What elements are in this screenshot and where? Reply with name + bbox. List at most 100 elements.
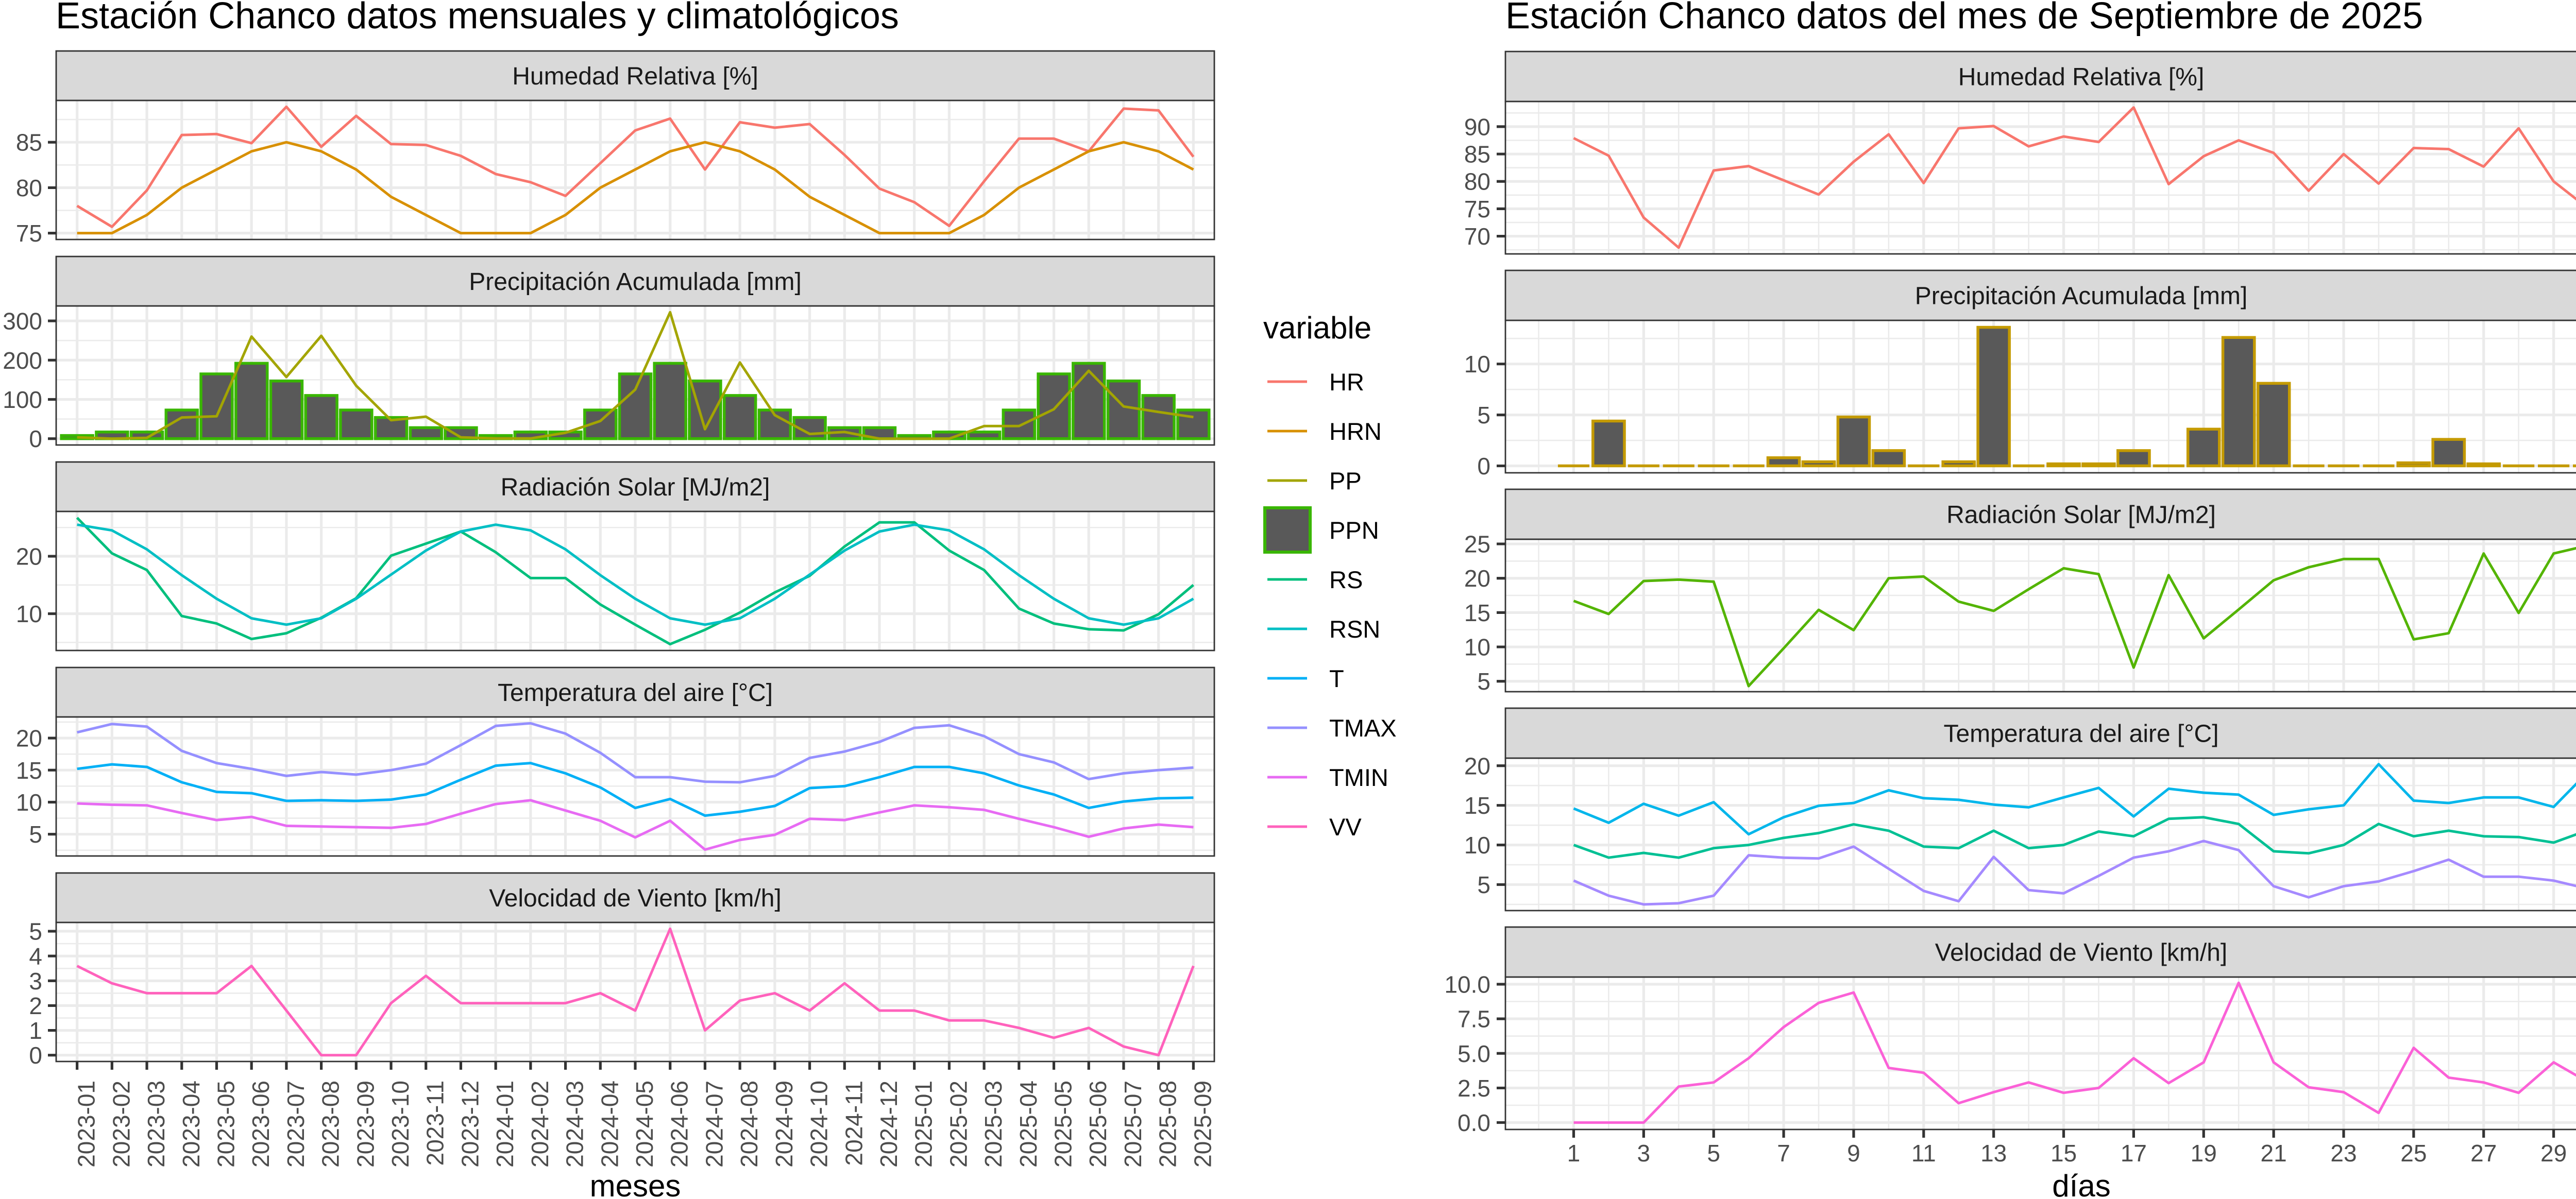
x-tick-label: 2025-04: [1015, 1081, 1042, 1168]
y-tick-label: 200: [3, 347, 42, 374]
bar-ppn: [1106, 379, 1141, 440]
bar-ppn: [1002, 408, 1037, 440]
y-tick-label: 90: [1464, 113, 1490, 140]
panel-background: [1505, 320, 2576, 473]
x-tick-label: 2023-02: [108, 1081, 134, 1168]
y-tick-label: 300: [3, 308, 42, 335]
chart-title: Estación Chanco datos mensuales y climat…: [56, 0, 899, 37]
panel-hr: Humedad Relativa [%] 75 80 85: [16, 50, 1215, 247]
x-tick-label: 23: [2330, 1140, 2357, 1167]
bar-pp: [2081, 462, 2116, 468]
gridlines: [56, 511, 1214, 650]
bar-pp: [2431, 438, 2466, 468]
y-axis: 0.0 2.5 5.0 7.5 10.0: [1444, 971, 1505, 1136]
y-tick-label: 20: [1464, 565, 1490, 592]
bar-pp: [2221, 336, 2256, 468]
x-tick-label: 3: [1637, 1140, 1651, 1167]
legend-title: variable: [1263, 311, 1371, 345]
x-tick-label: 7: [1777, 1140, 1790, 1167]
bar-ppn: [199, 372, 234, 440]
x-axis-title: meses: [590, 1169, 681, 1199]
y-tick-label: 4: [29, 943, 42, 970]
x-tick-label: 2023-06: [247, 1081, 274, 1168]
y-tick-label: 80: [1464, 168, 1490, 195]
bar-ppn: [722, 394, 757, 440]
series-line-tmin: [77, 799, 1194, 851]
y-tick-label: 0.0: [1458, 1109, 1490, 1136]
panel-pp: Precipitación Acumulada [mm] 0 5 10: [1464, 269, 2576, 479]
x-tick-label: 13: [1980, 1140, 2007, 1167]
x-tick-label: 29: [2540, 1140, 2567, 1167]
y-tick-label: 10: [1464, 634, 1490, 661]
bar-ppn: [583, 408, 618, 440]
bar-ppn: [653, 362, 687, 440]
x-tick-label: 19: [2191, 1140, 2217, 1167]
bar-ppn: [304, 394, 338, 440]
x-tick-label: 2023-03: [143, 1081, 170, 1168]
y-tick-label: 0: [1477, 453, 1490, 479]
y-tick-label: 15: [16, 757, 42, 784]
x-tick-label: 2023-11: [422, 1081, 449, 1166]
legend-item-t: T: [1267, 665, 1344, 692]
y-tick-label: 80: [16, 175, 42, 201]
x-tick-label: 2024-11: [840, 1081, 867, 1166]
y-tick-label: 3: [29, 968, 42, 995]
y-tick-label: 100: [3, 386, 42, 413]
bar-ppn: [1141, 394, 1176, 440]
strip-label: Radiación Solar [MJ/m2]: [1946, 502, 2216, 529]
x-tick-label: 2023-05: [213, 1081, 240, 1168]
strip-label: Humedad Relativa [%]: [512, 63, 758, 90]
x-axis: 2023-01 2023-02 2023-03 2023-04 2023-05 2023-…: [73, 1061, 1216, 1168]
series-line-rs: [76, 517, 1195, 646]
series-line-hrn: [77, 141, 1194, 235]
bar-pp: [2186, 427, 2221, 468]
y-tick-label: 70: [1464, 223, 1490, 250]
bar-pp: [1871, 449, 1906, 468]
x-tick-label: 2024-06: [666, 1081, 693, 1168]
chart-daily: Estación Chanco datos del mes de Septiem…: [1444, 0, 2576, 1199]
y-tick-label: 85: [16, 129, 42, 156]
x-tick-label: 15: [2050, 1140, 2077, 1167]
x-tick-label: 2023-08: [317, 1081, 344, 1168]
strip: [1504, 269, 2576, 321]
legend-item-vv: VV: [1267, 813, 1362, 841]
bar-pp: [2396, 461, 2431, 468]
legend-label: VV: [1329, 813, 1362, 841]
strip: [55, 255, 1215, 307]
x-tick-label: 2024-02: [527, 1081, 553, 1168]
y-tick-label: 2: [29, 992, 42, 1019]
panel-rs: Radiación Solar [MJ/m2] 10 20: [16, 461, 1215, 652]
y-tick-label: 7.5: [1458, 1006, 1490, 1033]
y-tick-label: 5.0: [1458, 1040, 1490, 1067]
y-tick-label: 10: [1464, 351, 1490, 378]
gridlines: [56, 717, 1214, 856]
legend-item-pp: PP: [1267, 467, 1362, 494]
panel-background: [1505, 101, 2576, 254]
strip: [1504, 50, 2576, 102]
x-tick-label: 2023-07: [282, 1081, 309, 1168]
series-line-pp: [77, 311, 1194, 440]
panel-t: Temperatura del aire [°C] 5 10 15 20: [16, 666, 1215, 857]
x-tick-label: 27: [2470, 1140, 2497, 1167]
legend-label: TMAX: [1329, 714, 1397, 742]
y-tick-label: 75: [16, 220, 42, 247]
chart-monthly: Estación Chanco datos mensuales y climat…: [3, 0, 1396, 1199]
strip-label: Precipitación Acumulada [mm]: [469, 268, 802, 296]
legend-label: PPN: [1329, 517, 1379, 544]
y-tick-label: 20: [16, 725, 42, 752]
panel-background: [1505, 539, 2576, 692]
x-tick-label: 17: [2121, 1140, 2147, 1167]
legend-key-bar: [1263, 506, 1312, 554]
series-line-rsn: [77, 523, 1194, 626]
x-tick-label: 2025-01: [910, 1081, 937, 1168]
panel-pp: Precipitación Acumulada [mm] 0 100 200 300: [3, 255, 1215, 452]
strip: [55, 50, 1215, 101]
legend-item-hr: HR: [1267, 368, 1364, 396]
strip-label: Temperatura del aire [°C]: [498, 679, 773, 707]
y-tick-label: 5: [1477, 668, 1490, 695]
